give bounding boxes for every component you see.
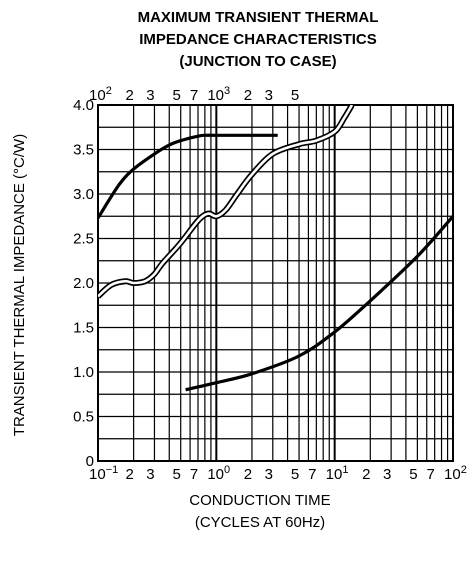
y-tick-label: 3.5 xyxy=(73,142,94,159)
x-tick-label: 3 xyxy=(146,87,154,104)
x-tick-label: 101 xyxy=(326,464,349,483)
x-tick-label: 102 xyxy=(444,464,467,483)
y-tick-label: 1.5 xyxy=(73,320,94,337)
x-tick-label: 3 xyxy=(146,466,154,483)
y-tick-label: 0 xyxy=(86,453,94,470)
x-tick-label: 7 xyxy=(190,87,198,104)
y-axis-label: TRANSIENT THERMAL IMPEDANCE (°C/W) xyxy=(11,134,28,436)
x-tick-label: 5 xyxy=(173,466,181,483)
y-tick-label: 2.5 xyxy=(73,231,94,248)
y-tick-label: 3.0 xyxy=(73,186,94,203)
x-tick-label: 102 xyxy=(89,85,112,104)
y-tick-label: 1.0 xyxy=(73,364,94,381)
x-tick-label: 7 xyxy=(308,466,316,483)
x-tick-label: 3 xyxy=(383,466,391,483)
x-tick-label: 103 xyxy=(207,85,230,104)
x-tick-label: 2 xyxy=(244,466,252,483)
x-tick-label: 5 xyxy=(291,87,299,104)
series-curve xyxy=(185,215,453,392)
plot-grid xyxy=(97,104,454,462)
title-line-2: IMPEDANCE CHARACTERISTICS xyxy=(139,31,377,48)
x-tick-label: 2 xyxy=(362,466,370,483)
y-tick-labels: 0 0.5 1.0 1.5 2.0 2.5 3.0 3.5 4.0 xyxy=(73,97,94,470)
series-curve-inner xyxy=(98,105,354,298)
chart-title: MAXIMUM TRANSIENT THERMAL IMPEDANCE CHAR… xyxy=(138,9,379,70)
x-tick-label: 3 xyxy=(265,466,273,483)
plot-series xyxy=(98,105,453,392)
y-tick-label: 2.0 xyxy=(73,275,94,292)
y-tick-label: 4.0 xyxy=(73,97,94,114)
x-tick-label: 5 xyxy=(409,466,417,483)
plot-frame xyxy=(97,104,454,462)
x-tick-label: 7 xyxy=(426,466,434,483)
y-tick-label: 0.5 xyxy=(73,409,94,426)
title-line-3: (JUNCTION TO CASE) xyxy=(179,53,336,70)
series-curve xyxy=(98,133,278,219)
x-tick-label: 3 xyxy=(265,87,273,104)
title-line-1: MAXIMUM TRANSIENT THERMAL xyxy=(138,9,379,26)
x-tick-label: 2 xyxy=(125,466,133,483)
x-tick-label: 5 xyxy=(173,87,181,104)
x-tick-label: 2 xyxy=(244,87,252,104)
x-tick-label: 100 xyxy=(207,464,230,483)
x-tick-label: 5 xyxy=(291,466,299,483)
x-tick-label: 10−1 xyxy=(89,464,118,483)
x-tick-labels-top: 102 2 3 5 7 103 2 3 5 xyxy=(89,85,299,104)
x-tick-label: 2 xyxy=(125,87,133,104)
x-axis-label-line-1: CONDUCTION TIME xyxy=(189,492,330,509)
x-tick-labels-bottom: 10−1 2 3 5 7 100 2 3 5 7 101 2 3 5 7 102 xyxy=(89,464,467,483)
x-tick-label: 7 xyxy=(190,466,198,483)
x-axis-label-line-2: (CYCLES AT 60Hz) xyxy=(195,514,325,531)
